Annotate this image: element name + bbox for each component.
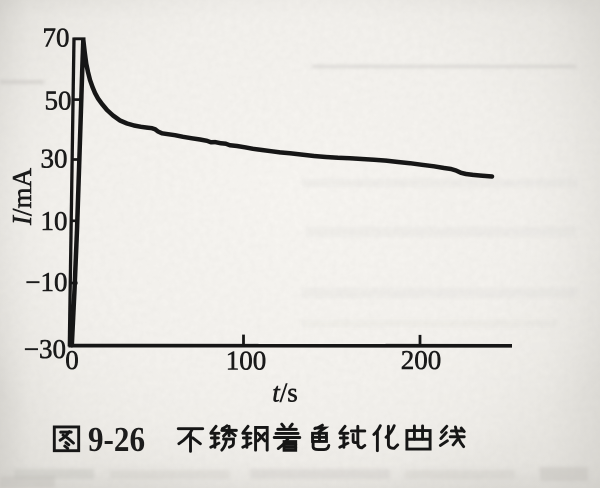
svg-text:70: 70 (43, 23, 70, 53)
svg-text:30: 30 (41, 144, 68, 174)
svg-text:I/mA: I/mA (7, 168, 37, 227)
svg-text:50: 50 (45, 86, 72, 116)
svg-text:−10: −10 (25, 267, 67, 297)
svg-text:9-26: 9-26 (88, 420, 145, 459)
svg-text:100: 100 (226, 346, 267, 376)
svg-text:200: 200 (401, 345, 442, 375)
svg-text:0: 0 (65, 345, 79, 375)
svg-text:10: 10 (41, 206, 68, 236)
svg-text:t/s: t/s (272, 378, 298, 408)
svg-text:−30: −30 (24, 334, 66, 364)
